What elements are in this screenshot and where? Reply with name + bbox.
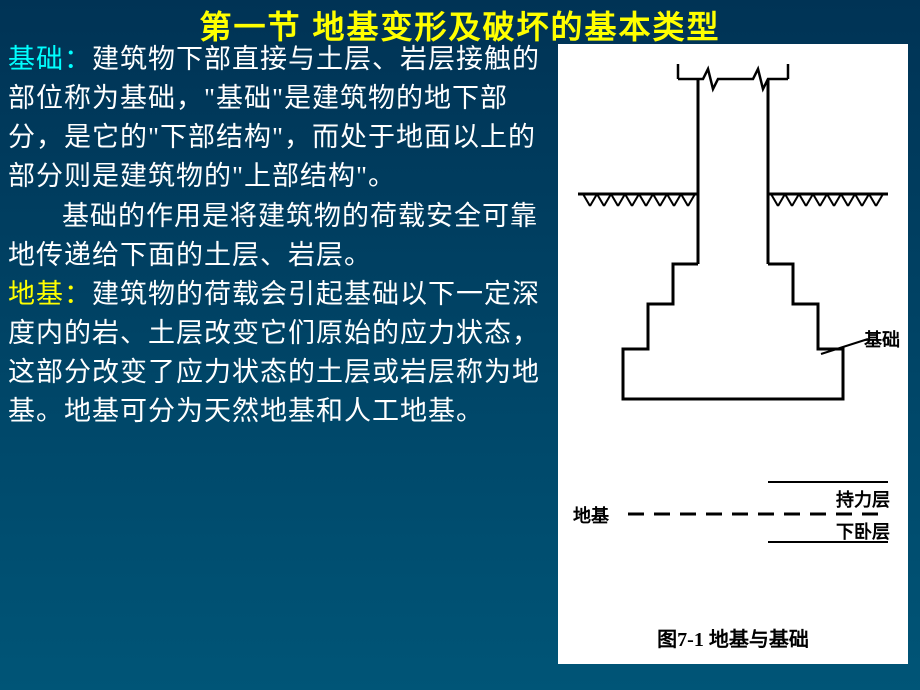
label-subgrade: 地基	[573, 502, 609, 528]
text-content: 基础：建筑物下部直接与土层、岩层接触的部位称为基础，"基础"是建筑物的地下部分，…	[8, 40, 558, 431]
figure-caption: 图7-1 地基与基础	[558, 623, 908, 652]
label-foundation: 基础	[864, 326, 900, 352]
term-foundation: 基础：	[8, 44, 92, 74]
label-under-layer: 下卧层	[836, 518, 890, 544]
paragraph-3: 地基：建筑物的荷载会引起基础以下一定深度内的岩、土层改变它们原始的应力状态，这部…	[8, 275, 558, 432]
paragraph-1: 基础：建筑物下部直接与土层、岩层接触的部位称为基础，"基础"是建筑物的地下部分，…	[8, 40, 558, 197]
label-bearing-layer: 持力层	[836, 486, 890, 512]
term-subgrade: 地基：	[8, 279, 92, 309]
paragraph-2: 基础的作用是将建筑物的荷载安全可靠地传递给下面的土层、岩层。	[8, 197, 558, 275]
figure-diagram: 基础 地基 持力层 下卧层 图7-1 地基与基础	[558, 44, 908, 664]
